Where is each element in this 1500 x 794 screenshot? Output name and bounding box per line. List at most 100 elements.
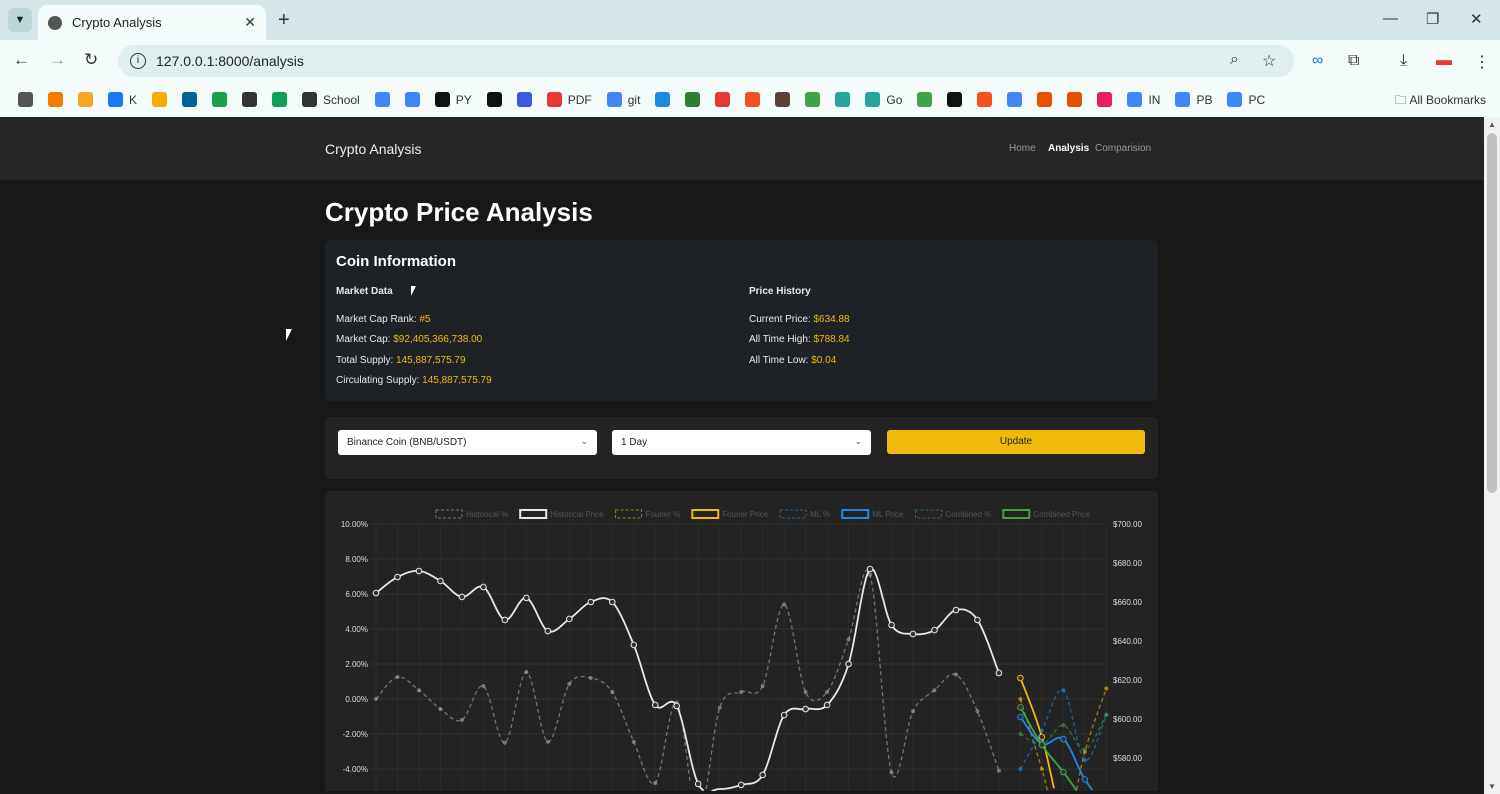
site-info-icon[interactable]: i (130, 53, 146, 69)
bookmark-item[interactable] (977, 92, 993, 107)
data-point (737, 781, 745, 789)
back-icon[interactable]: ← (13, 50, 30, 69)
bookmark-item[interactable]: PY (434, 92, 472, 107)
nav-analysis[interactable]: Analysis (1048, 143, 1090, 154)
y-right-tick: $620.00 (1113, 676, 1142, 685)
bookmark-item[interactable] (775, 92, 791, 107)
zoom-icon[interactable]: ⌕ (1230, 51, 1239, 68)
bookmark-item[interactable] (516, 92, 532, 107)
scrollbar-thumb[interactable] (1487, 133, 1497, 493)
coin-select[interactable]: Binance Coin (BNB/USDT) ⌄ (338, 430, 597, 455)
bookmark-item[interactable] (212, 92, 228, 107)
y-left-tick: 6.00% (345, 590, 368, 599)
price-chart: 10.00% 8.00% 6.00% 4.00% 2.00% 0.00% -2.00% -4.… (341, 509, 1142, 791)
data-point (717, 705, 722, 710)
scroll-down-icon[interactable]: ▼ (1488, 782, 1496, 791)
market-cap: Market Cap: $92,405,366,738.00 (336, 334, 483, 345)
bookmark-item[interactable]: School (302, 92, 360, 107)
bookmark-item[interactable] (1037, 92, 1053, 107)
page-scrollbar[interactable]: ▲ ▼ (1484, 117, 1500, 794)
data-point (931, 626, 938, 634)
bookmark-item[interactable]: PB (1175, 92, 1212, 107)
data-point (932, 688, 937, 693)
bookmark-item[interactable] (486, 92, 502, 107)
bookmark-item[interactable] (947, 92, 963, 107)
legend-swatch (435, 509, 463, 519)
current-price: Current Price: $634.88 (749, 313, 850, 325)
series-line (1076, 688, 1107, 790)
bookmark-item[interactable]: PDF (546, 92, 592, 107)
bookmark-item[interactable] (404, 92, 420, 107)
data-point (395, 674, 400, 679)
nav-comparision[interactable]: Comparision (1095, 143, 1152, 154)
address-bar[interactable]: i 127.0.0.1:8000/analysis ⌕ ☆ (118, 45, 1294, 77)
13-icon (212, 92, 228, 107)
circulating-supply: Circulating Supply: 145,887,575.79 (336, 375, 492, 386)
bookmark-item[interactable] (715, 92, 731, 107)
bookmark-item[interactable] (242, 92, 258, 107)
timeframe-select[interactable]: 1 Day ⌄ (612, 430, 871, 455)
legend-swatch (615, 509, 643, 519)
minimize-icon[interactable]: — (1383, 10, 1398, 27)
data-point (458, 593, 466, 601)
bookmark-label: Go (886, 92, 903, 107)
bookmark-item[interactable] (78, 92, 93, 107)
data-point (995, 669, 1003, 677)
data-point (952, 606, 960, 614)
legend-label: Historical Price (550, 510, 604, 519)
bookmark-item[interactable] (272, 92, 288, 107)
all-bookmarks[interactable]: 🗀 All Bookmarks (1394, 93, 1486, 107)
bookmark-item[interactable] (917, 92, 933, 107)
data-point (416, 688, 421, 693)
profile-icon[interactable]: ▬ (1436, 52, 1452, 69)
bookmark-item[interactable] (805, 92, 821, 107)
restore-icon[interactable]: ❐ (1426, 11, 1440, 28)
bookmark-item[interactable] (152, 92, 168, 107)
market-data-heading: Market Data (336, 286, 393, 297)
openai-icon (486, 92, 502, 107)
tab-search-button[interactable]: ▼ (8, 8, 32, 32)
bookmark-item[interactable] (48, 92, 63, 107)
scroll-up-icon[interactable]: ▲ (1488, 120, 1496, 129)
bookmark-item[interactable]: git (606, 92, 640, 107)
close-tab-icon[interactable]: ✕ (244, 14, 256, 30)
bookmark-item[interactable] (374, 92, 390, 107)
forward-icon[interactable]: → (49, 50, 66, 69)
data-point (481, 684, 486, 689)
github-icon (434, 92, 450, 107)
bookmark-item[interactable]: IN (1127, 92, 1160, 107)
bookmark-item[interactable]: Go (865, 92, 902, 107)
data-point (544, 627, 552, 635)
bookmark-item[interactable] (1067, 92, 1083, 107)
data-point (866, 565, 874, 573)
data-point (803, 690, 808, 694)
bookmark-item[interactable]: PC (1227, 92, 1265, 107)
download-icon[interactable]: ⤓ (1400, 52, 1408, 69)
update-button[interactable]: Update (887, 430, 1145, 454)
bookmark-item[interactable] (835, 92, 851, 107)
bookmark-item[interactable] (745, 92, 761, 107)
data-point (1104, 686, 1109, 691)
reload-icon[interactable]: ↻ (84, 50, 99, 69)
bookmark-item[interactable] (18, 92, 33, 107)
nav-home[interactable]: Home (1009, 143, 1036, 154)
brand[interactable]: Crypto Analysis (325, 141, 422, 157)
browser-tab[interactable]: Crypto Analysis ✕ (38, 5, 266, 40)
bookmark-item[interactable] (655, 92, 671, 107)
chevron-down-icon: ⌄ (854, 436, 862, 446)
menu-icon[interactable]: ⋮ (1474, 54, 1490, 71)
close-window-icon[interactable]: ✕ (1470, 11, 1483, 28)
extension-icon[interactable]: ∞ (1312, 52, 1324, 69)
data-point (802, 705, 809, 713)
y-right-tick: $580.00 (1113, 754, 1142, 763)
legend-swatch (779, 509, 807, 519)
star-icon[interactable]: ☆ (1262, 53, 1277, 70)
bookmark-item[interactable] (685, 92, 701, 107)
puzzle-icon[interactable]: ⧉ (1348, 52, 1360, 69)
new-tab-button[interactable]: + (278, 9, 290, 31)
series-line (1019, 706, 1078, 791)
bookmark-item[interactable] (1097, 92, 1113, 107)
bookmark-item[interactable] (182, 92, 198, 107)
bookmark-item[interactable] (1007, 92, 1023, 107)
bookmark-item[interactable]: K (108, 92, 137, 107)
